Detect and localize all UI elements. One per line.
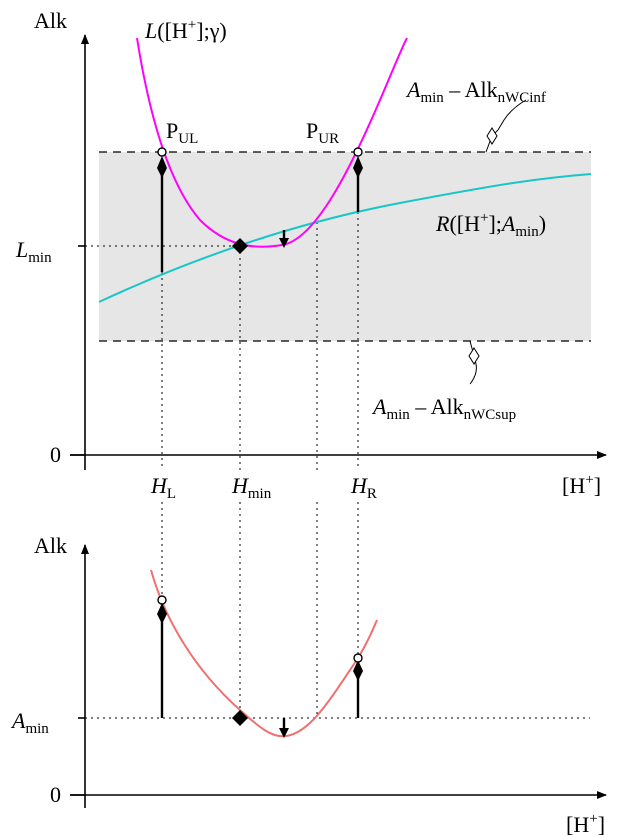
point-ul xyxy=(157,147,167,157)
top-x-axis-label: [H+] xyxy=(562,472,601,498)
stem-left-head xyxy=(157,156,167,178)
l-min-label: Lmin xyxy=(15,237,52,266)
lower-callout-diamond xyxy=(468,347,480,365)
lower-bound-label: Amin – AlknWCsup xyxy=(371,394,516,423)
curve-r xyxy=(98,173,592,303)
point-right-lower xyxy=(353,653,363,663)
point-ul-label: PUL xyxy=(166,118,198,147)
upper-callout xyxy=(485,99,527,153)
h-left-label: HL xyxy=(150,473,176,502)
bottom-plot: Alk 0 Amin [H+] xyxy=(10,502,607,837)
point-ur xyxy=(353,147,363,157)
point-ur-label: PUR xyxy=(306,118,339,147)
bottom-x-axis-label: [H+] xyxy=(566,811,605,837)
upper-callout-diamond xyxy=(486,127,498,145)
h-min-label: Hmin xyxy=(231,473,272,502)
stem-left-lower-head xyxy=(157,603,167,624)
bottom-zero-label: 0 xyxy=(50,782,61,807)
bottom-y-axis-label: Alk xyxy=(34,533,67,558)
top-zero-label: 0 xyxy=(50,442,61,467)
minimum-diamond-lower xyxy=(232,710,248,726)
a-min-label: Amin xyxy=(10,708,49,737)
curve-l-label: L([H+];γ) xyxy=(144,17,227,43)
top-y-axis-label: Alk xyxy=(34,8,67,33)
stem-right-head xyxy=(353,156,363,178)
stem-min-lower-head xyxy=(279,728,289,738)
top-plot: Alk 0 [H+] L([H+];γ) R([H+];Amin) Amin –… xyxy=(15,8,607,502)
lower-callout xyxy=(469,340,477,385)
h-right-label: HR xyxy=(350,473,377,502)
upper-bound-label: Amin – AlknWCinf xyxy=(405,77,546,106)
stem-min-head xyxy=(279,238,289,248)
stem-right-lower-head xyxy=(353,660,363,681)
curve-bottom xyxy=(150,569,378,738)
curve-r-label: R([H+];Amin) xyxy=(435,210,546,240)
curve-l xyxy=(136,37,408,248)
point-left-lower xyxy=(157,595,167,605)
minimum-diamond xyxy=(232,238,248,254)
admissible-band xyxy=(99,152,591,341)
